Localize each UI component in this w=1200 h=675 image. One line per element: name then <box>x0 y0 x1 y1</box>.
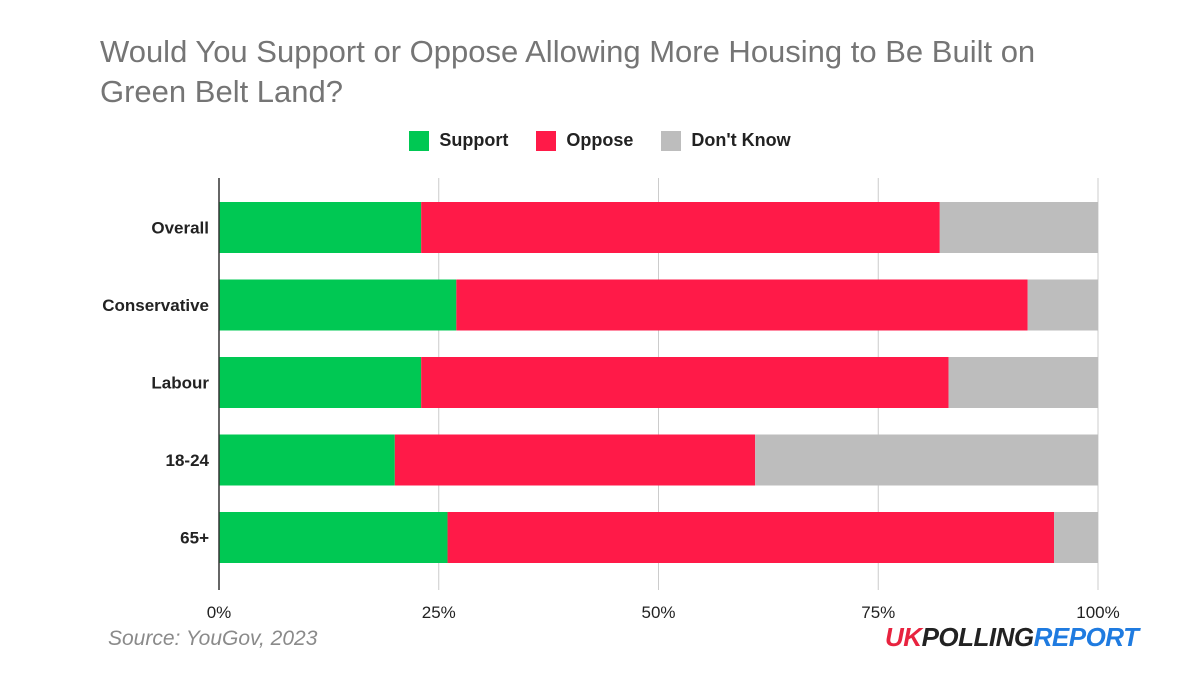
category-label: Labour <box>151 374 209 393</box>
x-tick-label: 25% <box>422 603 456 622</box>
bar-segment <box>219 279 457 331</box>
legend-label-dont-know: Don't Know <box>691 130 791 150</box>
legend-swatch-support <box>409 130 430 151</box>
bar-segment <box>394 434 756 486</box>
x-tick-label: 0% <box>207 603 232 622</box>
source-note: Source: YouGov, 2023 <box>108 627 318 650</box>
x-tick-label: 50% <box>641 603 675 622</box>
legend: Support Oppose Don't Know <box>0 130 1200 151</box>
logo-part-report: REPORT <box>1033 622 1139 652</box>
bar-segment <box>1027 279 1098 331</box>
bar-segment <box>939 202 1098 253</box>
bar-segment <box>755 434 1098 486</box>
legend-swatch-oppose <box>536 130 557 151</box>
legend-item-dont-know: Don't Know <box>661 130 791 151</box>
uk-polling-report-logo: UKPOLLINGREPORT <box>885 622 1139 653</box>
bar-segment <box>219 357 422 408</box>
x-tick-label: 75% <box>861 603 895 622</box>
bar-segment <box>1054 512 1098 563</box>
bar-segment <box>219 202 422 253</box>
x-tick-label: 100% <box>1076 603 1119 622</box>
chart-title: Would You Support or Oppose Allowing Mor… <box>100 34 1036 109</box>
bar-segment <box>456 279 1028 331</box>
category-label: Conservative <box>102 296 209 315</box>
legend-label-support: Support <box>439 130 509 150</box>
category-label: 65+ <box>180 529 209 548</box>
legend-item-support: Support <box>409 130 508 151</box>
legend-swatch-dont-know <box>661 130 682 151</box>
legend-item-oppose: Oppose <box>536 130 633 151</box>
logo-part-uk: UK <box>885 622 922 652</box>
logo-part-polling: POLLING <box>921 622 1035 652</box>
bar-segment <box>421 357 949 408</box>
bar-segment <box>421 202 940 253</box>
legend-label-oppose: Oppose <box>566 130 634 150</box>
bar-segment <box>219 512 448 563</box>
category-label: Overall <box>151 219 209 238</box>
category-label: 18-24 <box>166 451 210 470</box>
bar-segment <box>447 512 1055 563</box>
bar-segment <box>948 357 1098 408</box>
bar-segment <box>219 434 395 486</box>
